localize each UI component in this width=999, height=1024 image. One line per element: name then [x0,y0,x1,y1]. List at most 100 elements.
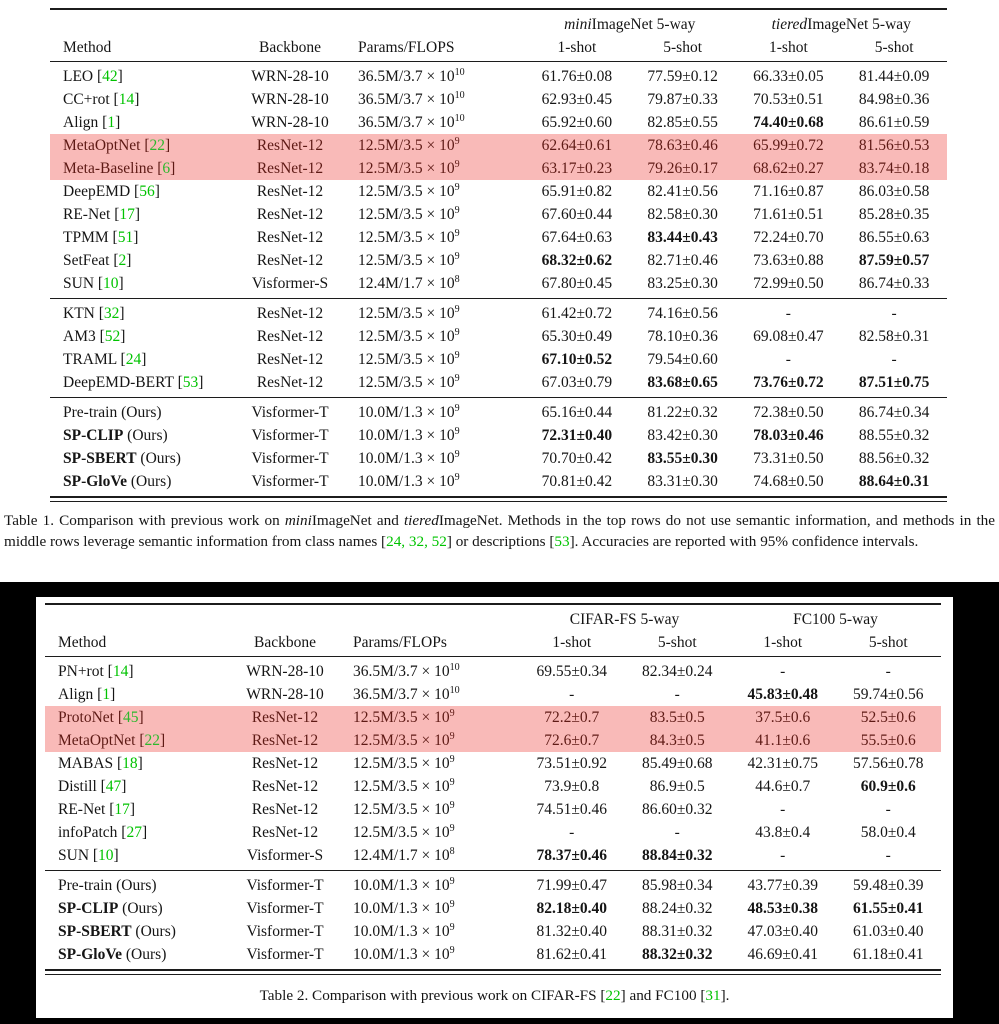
method-cell: Align [1] [58,686,116,703]
backbone-cell: WRN-28-10 [246,686,324,703]
value-cell: 41.1±0.6 [755,732,811,749]
value-cell: - [885,801,891,818]
value-cell: 48.53±0.38 [747,900,818,917]
table-row: Pre-train (Ours) Visformer-T 10.0M/1.3 × 1… [45,874,941,897]
params-cell: 36.5M/3.7 × 1010 [358,112,465,131]
backbone-cell: ResNet-12 [251,778,319,795]
column-group-header: FC100 5-way [793,611,878,628]
value-cell: 65.16±0.44 [541,404,613,421]
value-cell: 73.31±0.50 [753,450,824,467]
params-cell: 12.4M/1.7 × 108 [358,273,460,292]
value-cell: 82.18±0.40 [536,900,607,917]
table-row: ProtoNet [45] ResNet-12 12.5M/3.5 × 109 72.… [45,706,941,729]
shot-col-header: 5-shot [874,39,914,56]
table-bottom-rule [45,969,941,975]
method-cell: TPMM [51] [63,229,139,246]
value-cell: 88.55±0.32 [858,427,930,444]
value-cell: 62.93±0.45 [541,91,613,108]
backbone-cell: ResNet-12 [256,229,324,246]
method-cell: RE-Net [17] [63,206,141,223]
value-cell: 72.6±0.7 [544,732,600,749]
params-cell: 36.5M/3.7 × 1010 [358,89,465,108]
value-cell: 79.26±0.17 [647,160,718,177]
value-cell: 86.61±0.59 [858,114,930,131]
value-cell: 78.37±0.46 [536,847,607,864]
params-cell: 10.0M/1.3 × 109 [358,402,460,421]
method-cell: AM3 [52] [63,328,126,345]
backbone-cell: WRN-28-10 [251,68,329,85]
value-cell: 61.42±0.72 [541,305,613,322]
value-cell: 88.56±0.32 [858,450,930,467]
table-2-frame: CIFAR-FS 5-way FC100 5-way Method Backbone P… [0,582,999,1024]
method-cell: Pre-train (Ours) [63,404,162,421]
backbone-cell: ResNet-12 [251,709,319,726]
backbone-cell: ResNet-12 [256,160,324,177]
table-row: MetaOptNet [22] ResNet-12 12.5M/3.5 × 109 6… [50,134,947,157]
column-group-header: CIFAR-FS 5-way [569,611,680,628]
table-header-row: Method Backbone Params/FLOPS 1-shot 5-shot 1-… [50,36,947,59]
backbone-cell: ResNet-12 [256,374,324,391]
table-row: SP-GloVe (Ours) Visformer-T 10.0M/1.3 × 10… [50,470,947,493]
method-cell: Pre-train (Ours) [58,877,157,894]
value-cell: 47.03±0.40 [747,923,818,940]
value-cell: 70.70±0.42 [541,450,613,467]
table-row: SP-CLIP (Ours) Visformer-T 10.0M/1.3 × 109… [50,424,947,447]
group-divider-rule [50,397,947,398]
params-col-header: Params/FLOPS [358,39,455,56]
table-2-caption: Table 2. Comparison with previous work o… [259,987,730,1004]
value-cell: 72.31±0.40 [541,427,613,444]
params-cell: 10.0M/1.3 × 109 [353,898,455,917]
table-row: infoPatch [27] ResNet-12 12.5M/3.5 × 109 - -… [45,821,941,844]
table-row: MABAS [18] ResNet-12 12.5M/3.5 × 109 73.51±… [45,752,941,775]
value-cell: 87.51±0.75 [858,374,930,391]
params-cell: 36.5M/3.7 × 1010 [353,661,460,680]
value-cell: - [569,824,575,841]
table-row: Distill [47] ResNet-12 12.5M/3.5 × 109 73.9… [45,775,941,798]
method-cell: SP-GloVe (Ours) [58,946,167,963]
params-col-header: Params/FLOPs [353,634,447,651]
params-cell: 10.0M/1.3 × 109 [353,921,455,940]
table-row: SUN [10] Visformer-S 12.4M/1.7 × 108 67.80±… [50,272,947,295]
value-cell: 86.74±0.34 [858,404,930,421]
value-cell: - [785,351,791,368]
method-cell: PN+rot [14] [58,663,134,680]
value-cell: 74.16±0.56 [647,305,718,322]
value-cell: 61.03±0.40 [852,923,924,940]
value-cell: 65.92±0.60 [541,114,613,131]
shot-col-header: 1-shot [552,634,592,651]
method-col-header: Method [63,39,112,56]
backbone-col-header: Backbone [254,634,316,651]
value-cell: 73.63±0.88 [753,252,824,269]
method-cell: SP-CLIP (Ours) [63,427,168,444]
params-cell: 12.4M/1.7 × 108 [353,845,455,864]
backbone-cell: ResNet-12 [256,206,324,223]
value-cell: 85.98±0.34 [641,877,713,894]
value-cell: 73.51±0.92 [536,755,607,772]
value-cell: - [885,847,891,864]
value-cell: 73.9±0.8 [544,778,600,795]
table-row: DeepEMD [56] ResNet-12 12.5M/3.5 × 109 65.9… [50,180,947,203]
method-cell: RE-Net [17] [58,801,136,818]
value-cell: 82.58±0.30 [647,206,718,223]
table-row: Meta-Baseline [6] ResNet-12 12.5M/3.5 × 10… [50,157,947,180]
backbone-cell: Visformer-T [251,427,329,444]
value-cell: 83.5±0.5 [649,709,705,726]
value-cell: - [780,801,786,818]
method-cell: SP-SBERT (Ours) [63,450,181,467]
backbone-cell: Visformer-S [251,275,329,292]
value-cell: 69.08±0.47 [753,328,824,345]
value-cell: 65.99±0.72 [753,137,824,154]
value-cell: 88.31±0.32 [641,923,713,940]
value-cell: 86.03±0.58 [858,183,930,200]
value-cell: 67.60±0.44 [541,206,613,223]
value-cell: 82.41±0.56 [647,183,718,200]
header-rule [50,61,947,62]
value-cell: 83.44±0.43 [647,229,718,246]
table-row: SP-GloVe (Ours) Visformer-T 10.0M/1.3 × 10… [45,943,941,966]
value-cell: 59.48±0.39 [852,877,924,894]
group-divider-rule [45,870,941,871]
value-cell: 83.42±0.30 [647,427,718,444]
method-cell: Meta-Baseline [6] [63,160,176,177]
value-cell: 45.83±0.48 [747,686,818,703]
value-cell: 74.40±0.68 [753,114,824,131]
